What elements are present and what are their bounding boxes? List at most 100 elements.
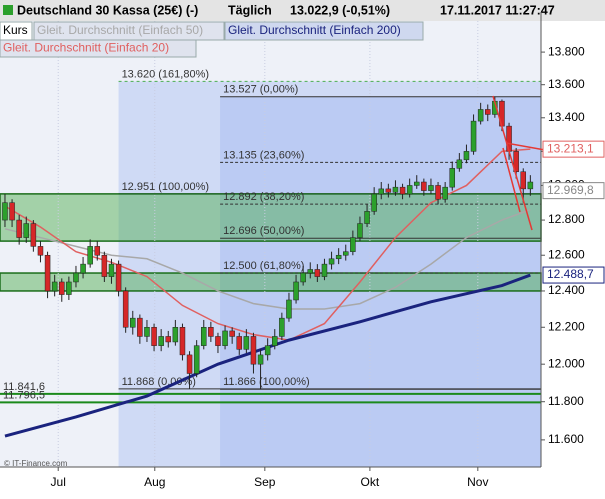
- candle-body: [286, 299, 292, 319]
- candle-body: [229, 330, 235, 337]
- candle-body: [485, 109, 491, 115]
- candle-body: [137, 317, 143, 337]
- candle-body: [23, 223, 30, 238]
- x-tick-label: Aug: [144, 475, 165, 489]
- candle-body: [435, 185, 441, 200]
- candle-body: [279, 317, 285, 337]
- timestamp: 17.11.2017 11:27:47: [440, 3, 555, 17]
- candle-body: [392, 186, 399, 193]
- fib-label: 13.135 (23,60%): [223, 149, 304, 161]
- zone: [0, 193, 542, 242]
- price-label-box: [542, 182, 605, 200]
- candle-body: [44, 254, 51, 292]
- candle-body: [201, 327, 207, 346]
- candle-body: [130, 317, 136, 328]
- legend-box: [0, 39, 197, 58]
- y-tick-label: 11.800: [548, 394, 584, 408]
- x-tick-label: Sep: [254, 475, 276, 489]
- ma-line: [4, 273, 531, 438]
- candle-body: [243, 336, 250, 350]
- fib-label: 12.500 (61,80%): [223, 260, 304, 272]
- y-tick-label: 12.400: [548, 283, 585, 297]
- y-tick-label: 12.200: [548, 319, 585, 333]
- candle-body: [272, 336, 278, 346]
- candle-body: [236, 336, 243, 350]
- y-tick-label: 13.800: [548, 44, 585, 58]
- candle-body: [37, 246, 44, 256]
- legend-entry: Gleit. Durchschnitt (Einfach 20): [3, 41, 169, 55]
- legend-entry: Gleit. Durchschnitt (Einfach 200): [228, 23, 401, 37]
- candle-body: [428, 185, 434, 191]
- candle-body: [80, 263, 86, 274]
- candle-body: [328, 258, 335, 265]
- candle-body: [442, 186, 448, 200]
- candle-body: [527, 181, 534, 190]
- y-tick-label: 12.000: [548, 356, 585, 370]
- candle-body: [101, 254, 108, 277]
- trend-line: [505, 142, 546, 151]
- candle-body: [208, 327, 214, 337]
- candle-body: [399, 186, 406, 195]
- candle-body: [186, 354, 193, 374]
- source: © IT-Finance.com: [4, 459, 68, 468]
- title: Deutschland 30 Kassa (25€) (-): [17, 3, 198, 17]
- fib-label: 12.951 (100,00%): [122, 181, 209, 193]
- candle-body: [385, 188, 392, 193]
- candle-body: [2, 202, 8, 221]
- candle-body: [172, 327, 179, 343]
- price-label-box: [542, 140, 605, 158]
- candle-body: [357, 223, 363, 238]
- candle-body: [250, 336, 257, 365]
- candle-body: [343, 251, 349, 256]
- candle-body: [144, 327, 150, 337]
- price-label: 13.213,1: [547, 141, 594, 155]
- fib-label: 11.866 (100,00%): [223, 376, 310, 388]
- candle-body: [264, 345, 271, 356]
- candle-body: [364, 211, 370, 224]
- y-tick-label: 12.600: [548, 247, 585, 261]
- x-tick-label: Jul: [51, 475, 66, 489]
- candle-body: [414, 181, 420, 186]
- ma-line: [4, 208, 531, 310]
- candle-body: [222, 330, 228, 346]
- candle-body: [421, 181, 427, 191]
- candle-body: [350, 237, 356, 252]
- header-icon: [3, 5, 13, 15]
- candle-body: [335, 254, 342, 260]
- candle-body: [314, 269, 321, 277]
- candle-body: [9, 202, 15, 221]
- quote: 13.022,9 (-0,51%): [290, 3, 390, 17]
- candle-body: [151, 327, 157, 346]
- fib-label: 12.696 (50,00%): [223, 225, 304, 237]
- candle-body: [470, 120, 477, 152]
- candle-body: [94, 246, 101, 256]
- candle-body: [215, 336, 221, 346]
- candle-body: [449, 168, 456, 188]
- candle-body: [179, 327, 186, 356]
- candle-body: [158, 336, 164, 346]
- candle-body: [193, 345, 200, 374]
- candle-body: [87, 246, 93, 265]
- y-tick-label: 13.400: [548, 110, 585, 124]
- candle-body: [165, 336, 172, 343]
- candle-body: [513, 151, 519, 172]
- fib-label: 11.841,6: [3, 381, 45, 393]
- plot: 13.620 (161,80%) 13.527 (0,00%) 13.135 (23…: [0, 12, 542, 468]
- ma-line: [4, 148, 531, 341]
- fib-label: 12.892 (38,20%): [223, 191, 304, 203]
- interval: Täglich: [228, 3, 272, 17]
- candle-body: [456, 159, 463, 169]
- header-bar: [0, 0, 605, 21]
- x-tick-label: Okt: [361, 475, 380, 489]
- y-tick-label: 12.800: [548, 212, 585, 226]
- legend-entry: Gleit. Durchschnitt (Einfach 50): [37, 23, 203, 37]
- zone: [0, 272, 542, 292]
- candle-body: [463, 151, 470, 161]
- candle-body: [520, 171, 527, 190]
- candle-body: [378, 188, 385, 195]
- trend-line: [492, 95, 533, 231]
- candle-body: [122, 290, 129, 328]
- candle-body: [16, 219, 22, 238]
- y-tick-label: 11.600: [548, 432, 584, 446]
